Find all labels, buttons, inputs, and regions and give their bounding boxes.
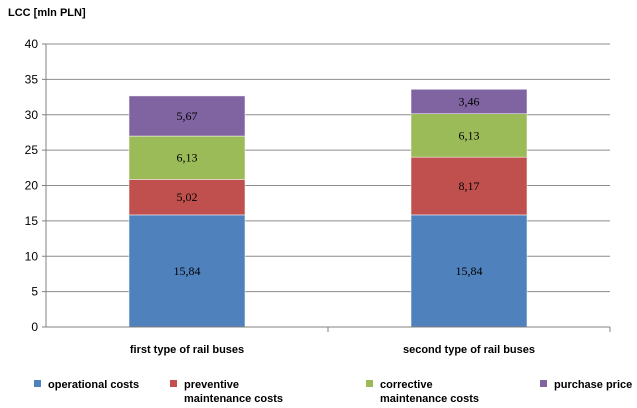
legend-label: preventive [184,379,239,391]
bar-segment [410,113,528,158]
legend-item: corrective maintenance costs [366,379,479,405]
data-label: 6,13 [459,128,480,142]
legend-item: purchase price [540,379,632,391]
data-label: 5,02 [177,190,198,204]
y-tick-label: 20 [25,179,39,193]
legend-label: maintenance costs [380,393,479,405]
bar-segment [410,156,528,216]
legend-label: corrective [380,379,433,391]
y-tick-label: 30 [25,108,39,122]
y-tick-label: 35 [25,72,39,86]
category-label: second type of rail buses [403,344,535,356]
legend-label: operational costs [48,379,139,391]
bar-segment [410,89,528,115]
data-label: 3,46 [459,95,480,109]
legend-item: preventive maintenance costs [170,379,283,405]
y-tick-label: 40 [25,37,39,51]
axes [45,44,611,332]
y-tick-label: 25 [25,143,39,157]
legend-swatch [366,380,373,387]
data-label: 5,67 [177,109,198,123]
bar-segment [128,135,246,180]
y-axis-label: LCC [mln PLN] [8,7,86,19]
y-tick-label: 5 [31,285,38,299]
data-label: 8,17 [459,179,480,193]
y-tick-label: 10 [25,249,39,263]
legend: operational costs preventive maintenance c… [34,379,632,405]
y-axis-ticks: 0 5 10 15 20 25 30 35 40 [25,37,46,334]
data-label: 15,84 [174,264,201,278]
legend-label: maintenance costs [184,393,283,405]
y-tick-label: 15 [25,214,39,228]
legend-swatch [34,380,41,387]
legend-label: purchase price [554,379,632,391]
bars: 15,84 5,02 6,13 5,67 15,84 8,17 6,13 3,46 [128,89,528,328]
category-label: first type of rail buses [130,344,244,356]
category-labels: first type of rail buses second type of r… [130,344,535,356]
bar-segment [128,214,246,328]
bar-segment [128,95,246,137]
legend-item: operational costs [34,379,139,391]
y-tick-label: 0 [31,320,38,334]
legend-swatch [540,380,547,387]
data-label: 6,13 [177,151,198,165]
legend-swatch [170,380,177,387]
bar-segment [128,179,246,216]
data-label: 15,84 [456,264,483,278]
